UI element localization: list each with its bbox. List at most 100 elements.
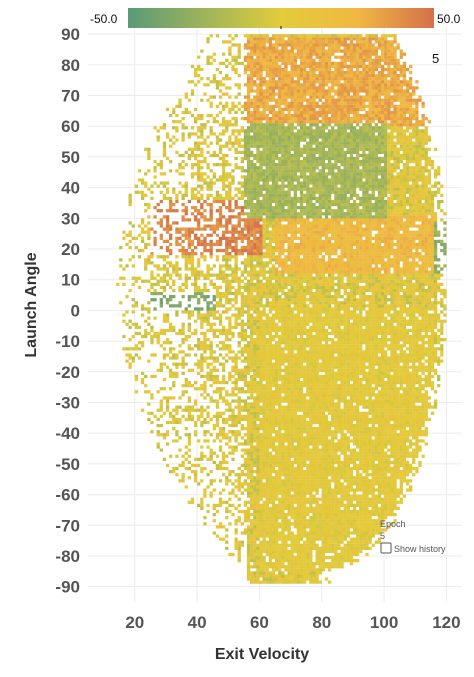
heatmap-cell: [331, 488, 335, 492]
heatmap-cell: [284, 555, 288, 560]
heatmap-cell: [246, 380, 251, 385]
heatmap-cell: [265, 380, 269, 385]
heatmap-cell: [169, 368, 173, 372]
heatmap-cell: [405, 411, 410, 415]
heatmap-cell: [231, 414, 235, 418]
heatmap-cell: [402, 374, 407, 379]
heatmap-cell: [293, 328, 297, 333]
heatmap-cell: [365, 380, 369, 385]
heatmap-cell: [234, 393, 238, 397]
heatmap-cell: [225, 417, 229, 422]
heatmap-cell: [352, 353, 357, 357]
heatmap-cell: [356, 466, 360, 471]
heatmap-cell: [287, 543, 291, 547]
heatmap-cell: [281, 328, 285, 333]
heatmap-cell: [393, 350, 397, 354]
heatmap-cell: [312, 414, 316, 418]
heatmap-cell: [418, 359, 422, 363]
heatmap-cell: [343, 338, 347, 342]
heatmap-cell: [284, 423, 288, 428]
heatmap-cell: [209, 350, 213, 354]
heatmap-cell: [265, 436, 269, 440]
heatmap-cell: [262, 439, 266, 443]
heatmap-cell: [253, 500, 257, 504]
heatmap-cell: [265, 402, 269, 406]
heatmap-cell: [380, 396, 385, 400]
heatmap-cell: [231, 387, 235, 391]
heatmap-cell: [265, 396, 269, 400]
heatmap-cell: [268, 420, 273, 425]
heatmap-cell: [197, 316, 201, 320]
heatmap-cell: [371, 359, 375, 363]
heatmap-cell: [409, 433, 413, 437]
heatmap-cell: [409, 466, 413, 471]
heatmap-cell: [393, 334, 397, 339]
heatmap-cell: [424, 328, 428, 333]
heatmap-cell: [309, 414, 313, 418]
heatmap-cell: [309, 368, 313, 372]
heatmap-cell: [162, 457, 167, 461]
heatmap-cell: [318, 466, 322, 471]
heatmap-cell: [412, 405, 416, 409]
heatmap-cell: [278, 531, 282, 535]
heatmap-cell: [384, 380, 388, 385]
heatmap-cell: [387, 347, 391, 351]
heatmap-cell: [334, 417, 338, 422]
heatmap-cell: [415, 408, 419, 412]
heatmap-cell: [265, 491, 269, 495]
heatmap-cell: [303, 356, 307, 360]
heatmap-cell: [303, 359, 307, 363]
heatmap-cell: [250, 442, 254, 446]
heatmap-cell: [147, 417, 151, 422]
heatmap-cell: [349, 338, 354, 342]
heatmap-cell: [349, 451, 354, 455]
heatmap-cell: [262, 393, 266, 397]
heatmap-cell: [362, 439, 366, 443]
heatmap-cell: [281, 549, 285, 554]
heatmap-cell: [340, 476, 344, 480]
heatmap-cell: [275, 479, 279, 483]
heatmap-cell: [262, 396, 266, 400]
heatmap-cell: [412, 384, 416, 388]
heatmap-cell: [315, 319, 319, 323]
heatmap-cell: [137, 347, 142, 351]
heatmap-cell: [240, 417, 244, 422]
heatmap-cell: [340, 331, 344, 336]
heatmap-cell: [312, 448, 316, 452]
heatmap-cell: [377, 399, 382, 403]
heatmap-cell: [169, 411, 173, 415]
heatmap-cell: [284, 503, 288, 507]
heatmap-cell: [131, 359, 135, 363]
heatmap-cell: [365, 473, 369, 477]
heatmap-cell: [340, 377, 344, 382]
heatmap-cell: [181, 350, 185, 354]
heatmap-cell: [218, 430, 223, 434]
heatmap-cell: [303, 509, 307, 514]
heatmap-cell: [293, 411, 297, 415]
heatmap-cell: [349, 549, 354, 554]
heatmap-cell: [250, 503, 254, 507]
heatmap-cell: [299, 393, 304, 397]
heatmap-cell: [278, 503, 282, 507]
heatmap-cell: [359, 371, 363, 376]
heatmap-cell: [359, 448, 363, 452]
heatmap-cell: [309, 457, 313, 461]
heatmap-cell: [218, 433, 223, 437]
heatmap-cell: [399, 374, 403, 379]
heatmap-cell: [324, 334, 329, 339]
heatmap-cell: [275, 577, 279, 581]
heatmap-cell: [331, 466, 335, 471]
heatmap-cell: [237, 411, 241, 415]
heatmap-cell: [340, 519, 344, 523]
heatmap-cell: [306, 350, 310, 354]
heatmap-cell: [440, 328, 444, 333]
heatmap-cell: [346, 353, 350, 357]
heatmap-cell: [371, 408, 375, 412]
heatmap-cell: [384, 512, 388, 517]
heatmap-cell: [290, 356, 294, 360]
heatmap-cell: [206, 473, 210, 477]
heatmap-cell: [405, 470, 410, 474]
heatmap-cell: [265, 479, 269, 483]
heatmap-cell: [312, 565, 316, 569]
heatmap-cell: [165, 442, 170, 446]
